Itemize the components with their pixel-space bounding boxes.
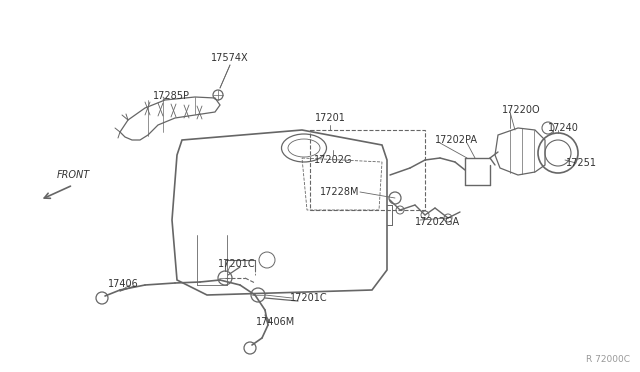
Text: 17201C: 17201C bbox=[290, 293, 328, 303]
Text: 17201: 17201 bbox=[315, 113, 346, 123]
Text: 17240: 17240 bbox=[548, 123, 579, 133]
Text: 17201C: 17201C bbox=[218, 259, 255, 269]
Text: 17228M: 17228M bbox=[320, 187, 360, 197]
Text: 17406: 17406 bbox=[108, 279, 139, 289]
Text: FRONT: FRONT bbox=[56, 170, 90, 180]
Text: 17251: 17251 bbox=[566, 158, 597, 168]
Text: 17202G: 17202G bbox=[314, 155, 352, 165]
Text: 17202PA: 17202PA bbox=[435, 135, 478, 145]
Text: 17285P: 17285P bbox=[153, 91, 190, 101]
Text: 17220O: 17220O bbox=[502, 105, 541, 115]
Text: R 72000C: R 72000C bbox=[586, 355, 630, 364]
Text: 17406M: 17406M bbox=[256, 317, 295, 327]
Text: 17202GA: 17202GA bbox=[415, 217, 460, 227]
Text: 17574X: 17574X bbox=[211, 53, 249, 63]
Bar bbox=[310, 130, 425, 210]
